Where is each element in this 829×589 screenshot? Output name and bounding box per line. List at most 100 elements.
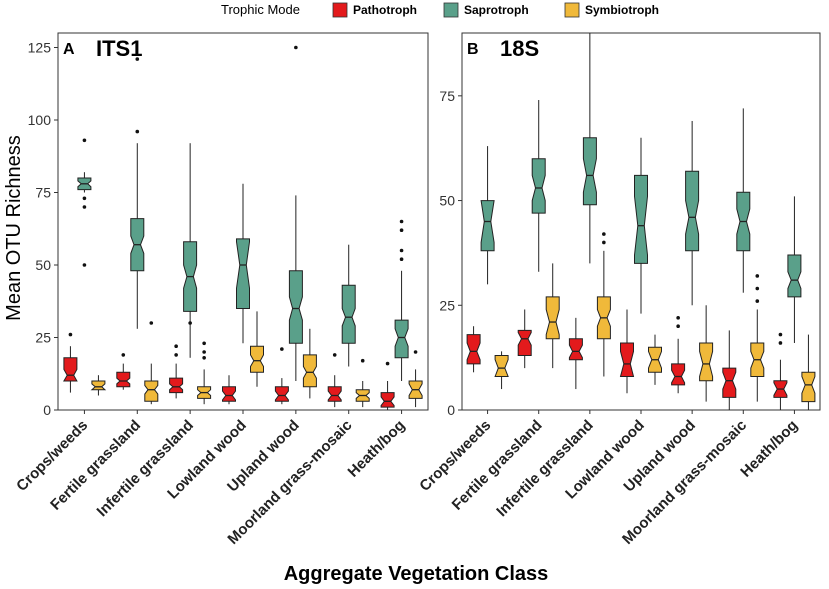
outlier-point — [360, 358, 365, 363]
box-body — [169, 377, 184, 394]
outlier-point — [602, 232, 606, 236]
box-symbiotroph-crops-weeds — [90, 375, 107, 396]
outlier-point — [280, 347, 284, 351]
box-pathotroph-infertile-grassland — [568, 317, 583, 390]
box-symbiotroph-heath-bog — [408, 350, 423, 408]
outlier-point — [202, 350, 206, 354]
box-body — [722, 367, 737, 398]
box-body — [787, 254, 802, 298]
box-body — [494, 355, 509, 377]
box-body — [144, 380, 159, 402]
outlier-point — [385, 361, 390, 366]
outlier-point — [82, 138, 87, 143]
box-pathotroph-moorland-grass-mosaic — [722, 330, 737, 410]
box-symbiotroph-fertile-grassland — [545, 263, 560, 369]
x-axis-label: Aggregate Vegetation Class — [284, 563, 549, 585]
box-saprotroph-moorland-grass-mosaic — [341, 244, 356, 367]
box-pathotroph-infertile-grassland — [169, 344, 184, 399]
box-symbiotroph-lowland-wood — [250, 311, 264, 387]
outlier-point — [174, 353, 178, 357]
outlier-point — [174, 344, 178, 349]
box-body — [222, 386, 236, 402]
panel-letter-a: A — [63, 41, 75, 58]
box-body — [531, 158, 546, 214]
outlier-point — [755, 274, 760, 278]
outlier-point — [413, 350, 418, 354]
legend-swatch-saprotroph — [443, 2, 459, 18]
box-saprotroph-heath-bog — [394, 219, 409, 381]
x-tick-label-infertile-grassland: Infertile grassland — [94, 417, 197, 520]
box-body — [619, 342, 635, 377]
box-body — [63, 357, 78, 382]
box-symbiotroph-moorland-grass-mosaic — [750, 274, 765, 402]
y-tick-label: 75 — [439, 88, 455, 104]
legend-swatch-symbiotroph — [564, 2, 580, 18]
box-pathotroph-heath-bog — [380, 361, 395, 410]
box-saprotroph-fertile-grassland — [130, 57, 145, 329]
box-symbiotroph-lowland-wood — [648, 334, 662, 385]
box-body — [671, 363, 686, 386]
y-tick-label: 75 — [35, 185, 51, 201]
x-tick-label-fertile-grassland: Fertile grassland — [47, 417, 144, 514]
y-axis-label: Mean OTU Richness — [3, 135, 25, 321]
box-pathotroph-moorland-grass-mosaic — [327, 353, 342, 408]
y-tick-label: 100 — [28, 112, 52, 128]
outlier-point — [82, 263, 87, 267]
box-pathotroph-fertile-grassland — [116, 353, 131, 390]
box-body — [90, 380, 107, 391]
box-body — [801, 371, 816, 403]
box-body — [480, 200, 495, 252]
outlier-point — [82, 196, 87, 201]
box-pathotroph-lowland-wood — [619, 309, 635, 394]
outlier-point — [135, 57, 140, 61]
outlier-point — [778, 332, 783, 337]
panel-title-18s: 18S — [500, 36, 539, 61]
box-body — [582, 137, 597, 206]
box-body — [568, 338, 583, 361]
box-pathotroph-upland-wood — [274, 347, 289, 405]
box-symbiotroph-heath-bog — [801, 334, 816, 410]
box-pathotroph-fertile-grassland — [517, 309, 532, 369]
x-tick-label-fertile-grassland: Fertile grassland — [449, 417, 546, 514]
box-pathotroph-crops-weeds — [466, 326, 481, 373]
legend: Trophic Mode Pathotroph Saprotroph Symbiot… — [221, 2, 659, 18]
box-saprotroph-lowland-wood — [236, 183, 250, 344]
outlier-point — [68, 332, 73, 337]
panel-letter-b: B — [467, 41, 479, 58]
box-saprotroph-crops-weeds — [77, 138, 92, 267]
box-body — [302, 354, 317, 388]
outlier-point — [399, 228, 404, 232]
outlier-point — [755, 299, 760, 303]
y-tick-label: 0 — [43, 402, 51, 418]
y-tick-label: 125 — [28, 40, 52, 56]
box-body — [274, 386, 289, 402]
panel-title-its1: ITS1 — [96, 36, 142, 61]
outlier-point — [602, 240, 606, 245]
box-saprotroph-crops-weeds — [480, 146, 495, 285]
x-tick-label-infertile-grassland: Infertile grassland — [493, 417, 596, 520]
outlier-point — [121, 353, 126, 357]
box-saprotroph-upland-wood — [685, 120, 700, 306]
outlier-point — [294, 45, 298, 50]
outlier-point — [202, 356, 206, 360]
box-body — [236, 238, 250, 309]
outlier-point — [332, 353, 337, 357]
box-symbiotroph-moorland-grass-mosaic — [355, 358, 370, 408]
box-body — [685, 170, 700, 252]
box-saprotroph-lowland-wood — [634, 137, 648, 314]
outlier-point — [188, 321, 192, 325]
box-symbiotroph-upland-wood — [699, 305, 714, 402]
box-body — [699, 342, 714, 382]
box-body — [545, 296, 560, 340]
outlier-point — [778, 341, 783, 345]
y-tick-label: 25 — [35, 330, 51, 346]
legend-label-saprotroph: Saprotroph — [464, 3, 529, 17]
box-body — [250, 345, 264, 373]
legend-title: Trophic Mode — [221, 2, 300, 17]
box-body — [380, 392, 395, 408]
outlier-point — [755, 286, 760, 291]
box-symbiotroph-upland-wood — [302, 328, 317, 399]
